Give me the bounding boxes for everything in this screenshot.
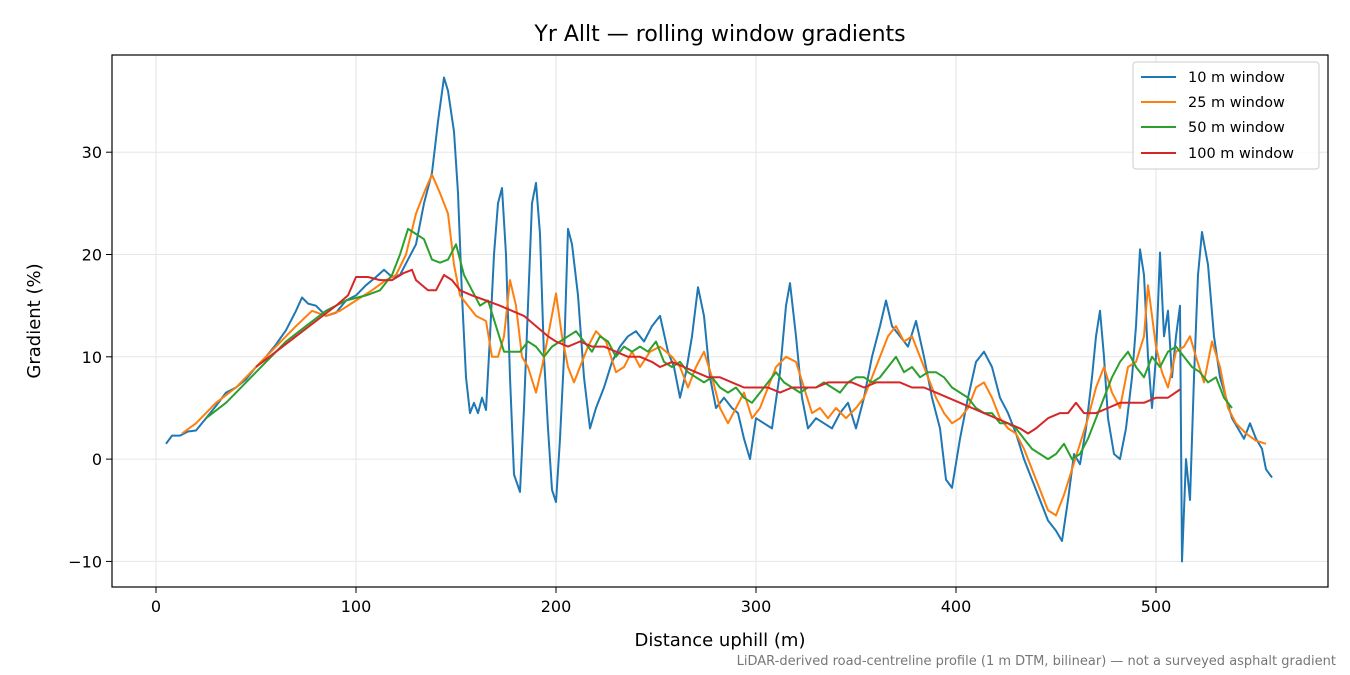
y-tick-label: 20 [82, 246, 102, 265]
chart-title: Yr Allt — rolling window gradients [533, 22, 905, 47]
series-line-25-m-window [181, 173, 1267, 517]
plot-frame [111, 54, 1329, 588]
legend-label-50m: 50 m window [1188, 120, 1285, 136]
axes: 0 100 200 300 400 500 −10 0 10 20 30 [68, 143, 1171, 616]
footnote: LiDAR-derived road-centreline profile (1… [737, 654, 1336, 669]
series-line-50-m-window [205, 227, 1233, 461]
series-line-10-m-window [165, 76, 1273, 563]
plot-series [165, 76, 1273, 563]
series-line-100-m-window [255, 268, 1181, 435]
y-tick-label: 0 [92, 450, 102, 469]
x-tick-label: 400 [941, 597, 972, 616]
legend-label-25m: 25 m window [1188, 95, 1285, 111]
legend-box [1132, 61, 1320, 170]
legend-label-10m: 10 m window [1188, 70, 1285, 86]
grid [112, 55, 1328, 587]
y-tick-label: −10 [68, 552, 102, 571]
y-tick-label: 30 [82, 143, 102, 162]
y-axis-label: Gradient (%) [24, 263, 45, 378]
legend: 10 m window 25 m window 50 m window 100 … [1132, 61, 1320, 170]
legend-label-100m: 100 m window [1188, 146, 1294, 162]
x-tick-label: 500 [1141, 597, 1172, 616]
x-axis-label: Distance uphill (m) [635, 630, 806, 651]
x-tick-label: 200 [541, 597, 572, 616]
y-tick-label: 10 [82, 348, 102, 367]
x-tick-label: 0 [151, 597, 161, 616]
x-tick-label: 300 [741, 597, 772, 616]
x-tick-label: 100 [341, 597, 372, 616]
